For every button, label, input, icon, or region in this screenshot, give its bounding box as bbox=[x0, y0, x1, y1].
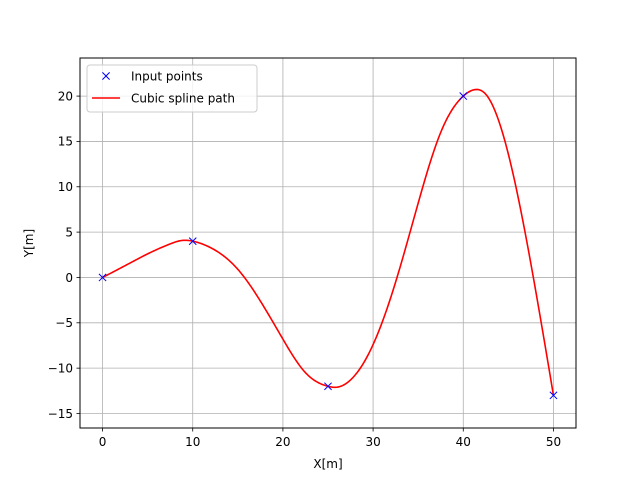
input-point-marker bbox=[459, 92, 468, 101]
spline-path-line bbox=[102, 88, 555, 396]
input-point-marker bbox=[188, 237, 197, 246]
marker-stroke bbox=[549, 391, 558, 400]
tick-layer: 0 10 20 30 40 50 −15 −10 −5 0 5 10 15 20 bbox=[48, 89, 561, 449]
legend-entry-label: Input points bbox=[131, 69, 203, 83]
marker-stroke bbox=[98, 273, 107, 282]
y-tick-label: 0 bbox=[65, 271, 73, 285]
y-tick-label: 10 bbox=[58, 180, 73, 194]
plot-area-frame bbox=[79, 57, 577, 429]
input-point-marker bbox=[324, 382, 332, 391]
y-tick-label: −10 bbox=[48, 361, 73, 375]
x-tick-label: 10 bbox=[185, 435, 200, 449]
y-tick-label: −15 bbox=[48, 407, 73, 421]
x-tick-label: 0 bbox=[99, 435, 107, 449]
series-layer bbox=[98, 88, 558, 400]
grid-layer bbox=[80, 58, 576, 428]
marker-stroke bbox=[459, 92, 468, 101]
x-tick-label: 50 bbox=[546, 435, 561, 449]
marker-stroke bbox=[188, 237, 197, 246]
y-tick-label: 15 bbox=[58, 135, 73, 149]
x-axis-label: X[m] bbox=[313, 457, 342, 471]
y-axis-label: Y[m] bbox=[22, 229, 36, 258]
input-point-marker bbox=[98, 273, 107, 282]
y-tick-label: 20 bbox=[58, 89, 73, 103]
legend-entry-label: Cubic spline path bbox=[131, 91, 235, 105]
y-tick-label: −5 bbox=[55, 316, 73, 330]
input-point-marker bbox=[549, 391, 558, 400]
x-tick-label: 30 bbox=[365, 435, 380, 449]
marker-stroke bbox=[102, 72, 110, 80]
y-tick-label: 5 bbox=[65, 225, 73, 239]
legend: Input points Cubic spline path bbox=[86, 64, 258, 113]
marker-stroke bbox=[324, 382, 332, 391]
legend-marker-icon bbox=[102, 72, 110, 80]
legend-box bbox=[86, 64, 258, 113]
x-tick-label: 20 bbox=[275, 435, 290, 449]
x-tick-label: 40 bbox=[456, 435, 471, 449]
